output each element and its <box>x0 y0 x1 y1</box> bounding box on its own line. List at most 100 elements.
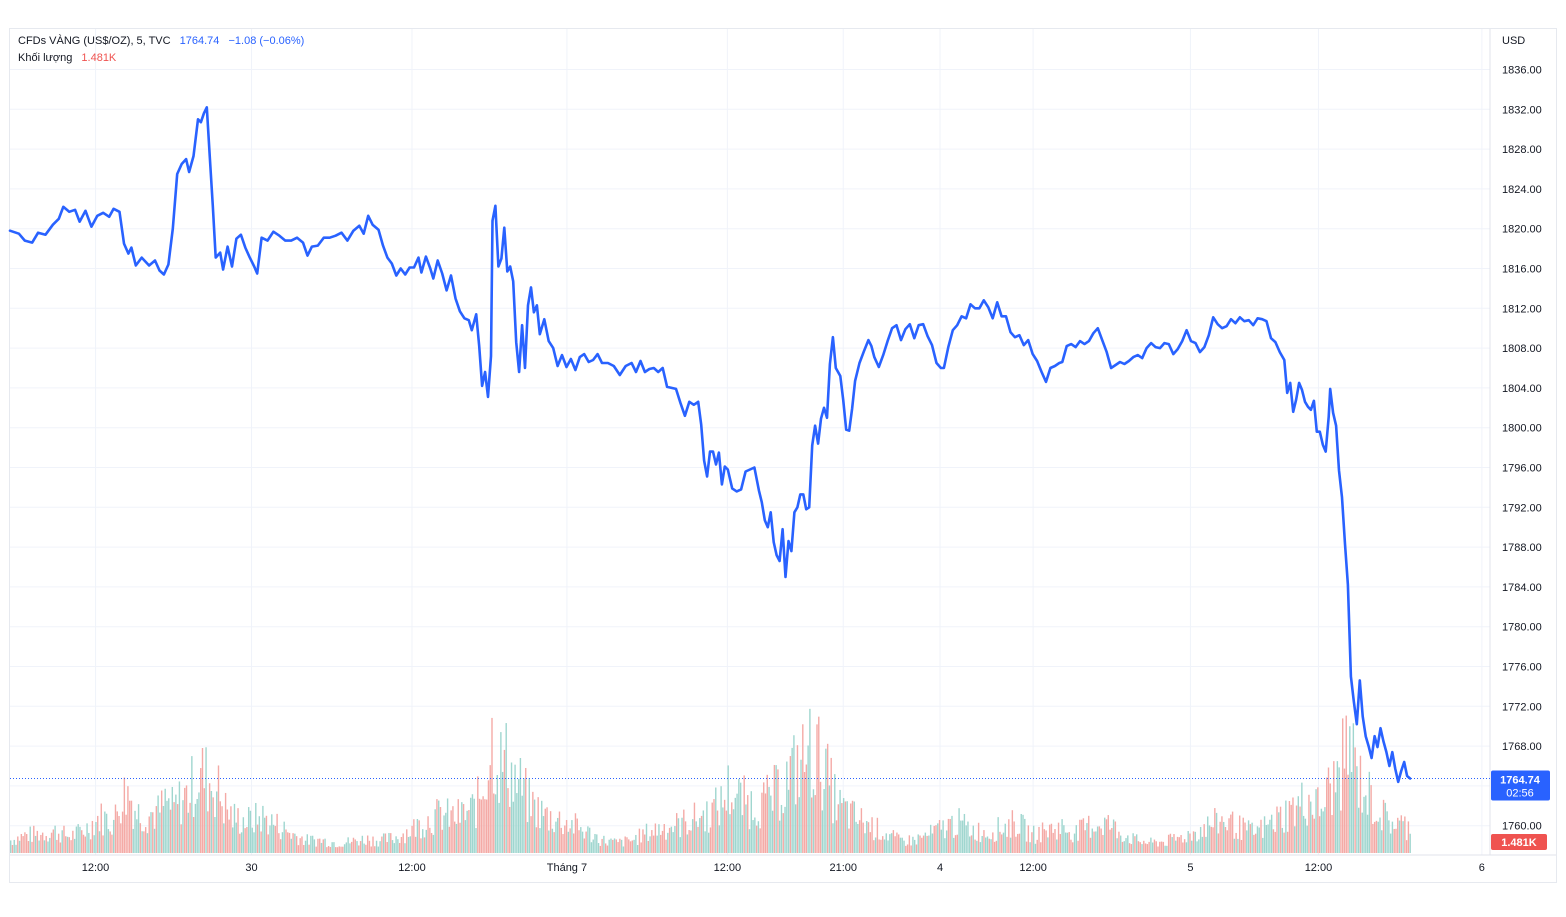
volume-bar <box>1125 838 1127 853</box>
volume-bar <box>288 832 291 853</box>
volume-bar <box>1143 840 1145 853</box>
volume-bar <box>834 774 836 853</box>
volume-bar <box>247 807 250 853</box>
volume-bar <box>686 834 689 853</box>
volume-bar <box>1379 817 1381 853</box>
volume-bar <box>706 801 708 853</box>
volume-bar <box>812 789 815 853</box>
y-tick-label: 1800.00 <box>1502 423 1542 435</box>
volume-bar <box>1315 789 1317 853</box>
volume-bar <box>1018 833 1021 853</box>
volume-bar <box>1137 841 1140 853</box>
volume-bar <box>102 835 104 853</box>
volume-bar <box>988 838 990 853</box>
volume-bar <box>917 834 919 853</box>
volume-bar <box>1167 834 1170 853</box>
last-price-tag <box>1491 770 1550 801</box>
volume-bar <box>1080 819 1083 853</box>
volume-bar <box>1205 836 1207 853</box>
volume-bar <box>1278 812 1280 853</box>
volume-bar <box>723 799 726 853</box>
legend-main: CFDs VÀNG (US$/OZ), 5, TVC 1764.74 −1.08… <box>18 35 310 47</box>
volume-bar <box>1004 823 1006 853</box>
volume-bar <box>365 844 367 853</box>
volume-bar <box>297 845 300 853</box>
volume-bar <box>903 840 905 853</box>
volume-bar <box>457 799 459 853</box>
volume-bar <box>1242 817 1244 853</box>
volume-bar <box>1258 827 1260 853</box>
volume-bar <box>1398 820 1401 853</box>
volume-bar <box>910 845 912 853</box>
volume-bar <box>557 817 559 853</box>
volume-bar <box>905 845 907 853</box>
x-tick-label: Tháng 7 <box>547 862 587 874</box>
volume-bar <box>738 779 740 853</box>
volume-bar <box>835 820 838 853</box>
volume-bar <box>572 833 575 853</box>
volume-bar <box>192 817 195 853</box>
volume-bar <box>1178 837 1181 853</box>
volume-bar <box>768 786 770 853</box>
volume-bar <box>580 827 582 853</box>
volume-bar <box>752 820 754 853</box>
volume-bar <box>1056 839 1058 853</box>
volume-bar <box>114 804 117 853</box>
volume-bar <box>255 802 257 853</box>
volume-bar <box>1326 777 1328 853</box>
volume-bar <box>542 816 545 853</box>
volume-bar <box>1334 792 1337 853</box>
volume-bar <box>642 829 644 853</box>
volume-bar <box>1052 832 1054 853</box>
volume-bar <box>34 835 37 853</box>
volume-bar <box>454 821 456 853</box>
volume-bar <box>144 827 147 853</box>
volume-bar <box>516 793 518 853</box>
volume-bar <box>281 832 284 853</box>
volume-bar <box>366 835 369 853</box>
volume-bar <box>533 799 536 853</box>
volume-bar <box>1230 814 1232 853</box>
volume-bar <box>1176 836 1179 853</box>
volume-bar <box>345 842 348 853</box>
volume-bar <box>750 791 752 853</box>
volume-bar <box>615 839 618 853</box>
volume-bar <box>684 821 687 853</box>
volume-bar <box>1256 826 1259 853</box>
volume-bar <box>1343 768 1346 853</box>
y-tick-label: 1832.00 <box>1502 104 1542 116</box>
volume-bar <box>592 839 594 853</box>
volume-bar <box>1388 820 1390 853</box>
volume-bar <box>1088 815 1090 853</box>
volume-bar <box>200 768 202 853</box>
volume-bar <box>555 821 557 853</box>
volume-bar <box>702 810 705 853</box>
volume-bar <box>976 840 978 853</box>
volume-bar <box>1082 818 1085 853</box>
volume-bar <box>265 815 268 853</box>
volume-bar <box>466 810 468 853</box>
volume-bar <box>432 834 435 853</box>
volume-bar <box>1075 825 1077 853</box>
volume-bar <box>1135 834 1138 853</box>
volume-bar <box>1265 824 1268 853</box>
volume-bar <box>874 837 877 853</box>
volume-bar <box>340 846 342 853</box>
volume-bar <box>866 820 868 853</box>
volume-bar <box>683 809 685 853</box>
volume-bar <box>381 836 383 853</box>
volume-bar <box>407 836 410 853</box>
volume-bar <box>491 717 493 853</box>
volume-bar <box>784 806 786 853</box>
volume-bar <box>221 806 223 853</box>
volume-bar <box>315 846 317 853</box>
volume-bar <box>86 823 88 853</box>
volume-bar <box>1072 842 1074 853</box>
volume-bar <box>969 836 971 853</box>
volume-bar <box>468 810 470 853</box>
volume-bar <box>803 772 806 853</box>
volume-bar <box>599 845 602 853</box>
volume-bar <box>382 833 385 853</box>
volume-bar <box>194 803 197 853</box>
